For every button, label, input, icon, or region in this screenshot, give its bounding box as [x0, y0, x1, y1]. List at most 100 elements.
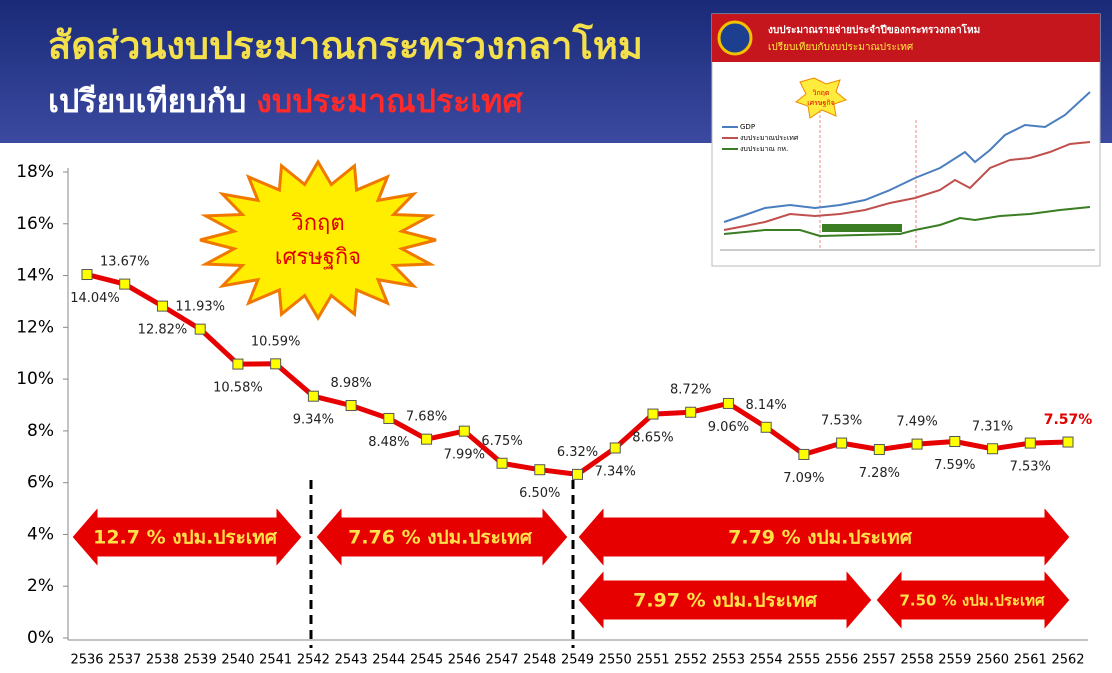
arrow-label: 7.50 % งปม.ประเทศ [899, 592, 1045, 610]
data-label: 7.31% [972, 419, 1013, 434]
crisis-burst [200, 162, 436, 318]
x-tick-label: 2537 [108, 653, 141, 668]
data-point [497, 458, 507, 468]
x-tick-label: 2542 [297, 653, 330, 668]
subtitle: เปรียบเทียบกับ งบประมาณประเทศ [48, 82, 523, 120]
data-label: 8.98% [330, 376, 371, 391]
data-label: 13.67% [100, 255, 150, 270]
data-label: 6.75% [481, 434, 522, 449]
inset-legend: งบประมาณประเทศ [740, 134, 799, 142]
x-tick-label: 2554 [750, 653, 783, 668]
data-point [837, 438, 847, 448]
data-label: 10.58% [213, 381, 263, 396]
subtitle-a: เปรียบเทียบกับ [48, 82, 246, 120]
data-point [195, 324, 205, 334]
data-point [912, 439, 922, 449]
data-point [573, 469, 583, 479]
data-point [120, 279, 130, 289]
data-label: 7.34% [595, 464, 636, 479]
data-label: 14.04% [70, 291, 120, 306]
data-point [610, 443, 620, 453]
x-tick-label: 2547 [485, 653, 518, 668]
data-label: 8.72% [670, 383, 711, 398]
x-tick-label: 2553 [712, 653, 745, 668]
y-tick-label: 18% [16, 162, 54, 182]
data-point [535, 465, 545, 475]
x-tick-label: 2539 [184, 653, 217, 668]
inset-burst-text: เศรษฐกิจ [807, 99, 834, 107]
data-label: 9.34% [293, 413, 334, 428]
data-point [308, 391, 318, 401]
y-tick-label: 2% [27, 576, 54, 596]
y-tick-label: 16% [16, 214, 54, 234]
arrow-label: 7.79 % งปม.ประเทศ [728, 527, 913, 549]
y-tick-label: 6% [27, 473, 54, 493]
data-point [1025, 438, 1035, 448]
data-point [157, 301, 167, 311]
data-label: 10.59% [251, 334, 301, 349]
title: สัดส่วนงบประมาณกระทรวงกลาโหม [48, 23, 643, 68]
data-label: 7.53% [1010, 460, 1051, 475]
data-point [233, 359, 243, 369]
x-tick-label: 2541 [259, 653, 292, 668]
data-point [686, 407, 696, 417]
data-label: 7.28% [859, 466, 900, 481]
x-tick-label: 2557 [863, 653, 896, 668]
y-tick-label: 4% [27, 524, 54, 544]
inset-subtitle: เปรียบเทียบกับงบประมาณประเทศ [768, 41, 914, 53]
x-tick-label: 2562 [1051, 653, 1084, 668]
y-tick-label: 0% [27, 628, 54, 648]
x-tick-label: 2548 [523, 653, 556, 668]
x-tick-label: 2540 [221, 653, 254, 668]
x-tick-label: 2555 [787, 653, 820, 668]
data-label: 11.93% [175, 300, 225, 315]
data-point [346, 401, 356, 411]
arrow-label: 7.97 % งปม.ประเทศ [633, 590, 818, 612]
data-point [950, 437, 960, 447]
data-point [988, 444, 998, 454]
data-label: 8.65% [632, 431, 673, 446]
data-point [799, 449, 809, 459]
data-label: 7.59% [934, 458, 975, 473]
data-point [648, 409, 658, 419]
inset-legend: งบประมาณ กห. [740, 145, 788, 153]
x-tick-label: 2536 [70, 653, 103, 668]
x-tick-label: 2552 [674, 653, 707, 668]
page: สัดส่วนงบประมาณกระทรวงกลาโหม เปรียบเทียบ… [0, 0, 1112, 673]
data-point [384, 413, 394, 423]
arrow-label: 12.7 % งปม.ประเทศ [93, 527, 278, 549]
inset-emblem [719, 22, 751, 54]
data-point [761, 422, 771, 432]
y-tick-label: 8% [27, 421, 54, 441]
data-label: 8.48% [368, 435, 409, 450]
data-label: 7.53% [821, 414, 862, 429]
data-label: 7.49% [896, 415, 937, 430]
x-tick-label: 2549 [561, 653, 594, 668]
arrow-label: 7.76 % งปม.ประเทศ [348, 527, 533, 549]
data-point [459, 426, 469, 436]
y-tick-label: 14% [16, 266, 54, 286]
inset-header [712, 14, 1100, 62]
data-label: 9.06% [708, 420, 749, 435]
y-tick-label: 10% [16, 369, 54, 389]
data-point [723, 398, 733, 408]
x-tick-label: 2545 [410, 653, 443, 668]
inset-band [822, 224, 902, 232]
data-label: 12.82% [138, 323, 188, 338]
x-tick-label: 2558 [901, 653, 934, 668]
inset-title: งบประมาณรายจ่ายประจำปีของกระทรวงกลาโหม [768, 23, 980, 36]
x-tick-label: 2538 [146, 653, 179, 668]
x-tick-label: 2559 [938, 653, 971, 668]
data-label: 7.57% [1044, 412, 1093, 428]
inset: งบประมาณรายจ่ายประจำปีของกระทรวงกลาโหม เ… [712, 14, 1100, 266]
inset-burst-text: วิกฤต [812, 89, 829, 97]
data-point [82, 270, 92, 280]
data-label: 7.99% [444, 448, 485, 463]
x-tick-label: 2561 [1014, 653, 1047, 668]
data-label: 6.50% [519, 486, 560, 501]
data-point [271, 359, 281, 369]
x-tick-label: 2544 [372, 653, 405, 668]
inset-legend: GDP [740, 123, 755, 131]
subtitle-b: งบประมาณประเทศ [256, 82, 523, 120]
data-label: 6.32% [557, 445, 598, 460]
